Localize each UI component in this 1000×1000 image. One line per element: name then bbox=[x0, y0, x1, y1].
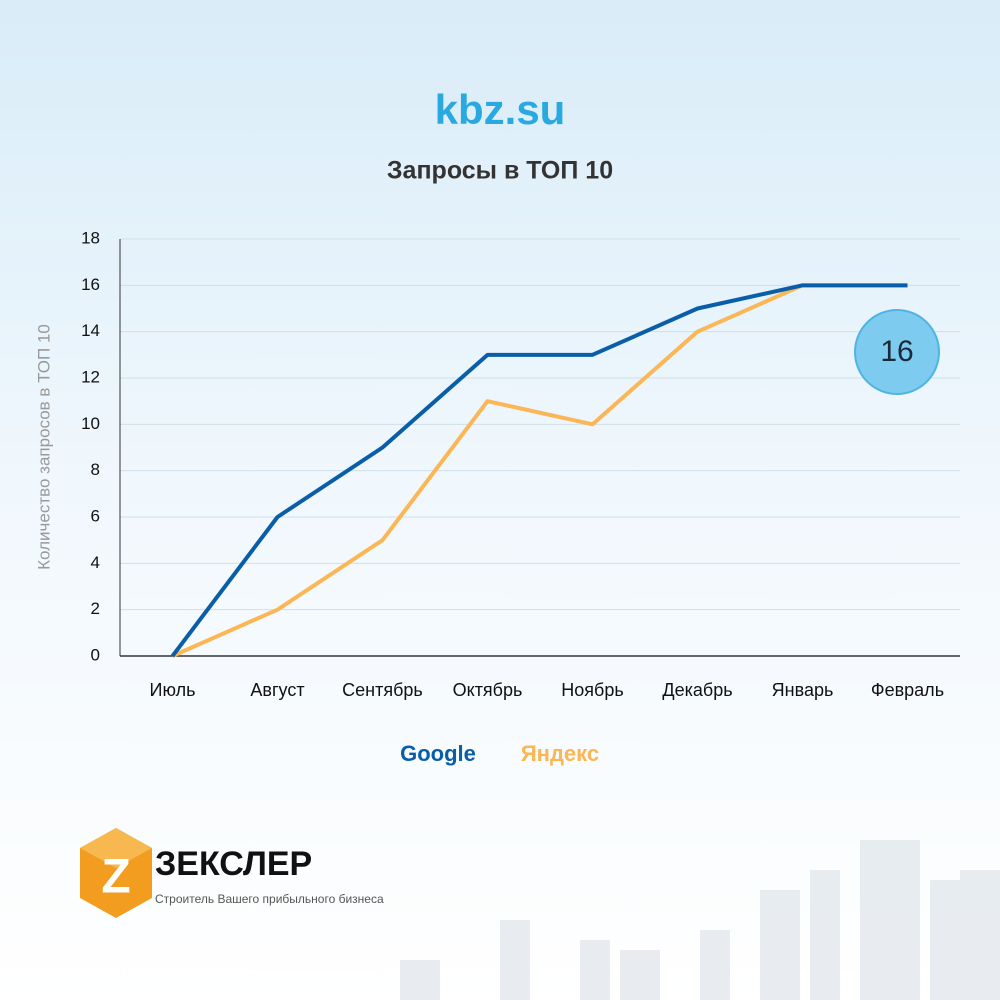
x-tick-label: Январь bbox=[772, 680, 834, 700]
chart-title: kbz.su bbox=[435, 86, 566, 133]
logo-name: ЗЕКСЛЕР bbox=[155, 845, 312, 883]
y-tick-label: 6 bbox=[91, 506, 100, 525]
series-line bbox=[170, 283, 908, 658]
annotation-bubble bbox=[854, 309, 940, 395]
logo-tagline: Строитель Вашего прибыльного бизнеса bbox=[155, 892, 384, 906]
x-tick-label: Февраль bbox=[871, 680, 944, 700]
annotation: 16 bbox=[880, 335, 913, 368]
y-tick-label: 16 bbox=[81, 275, 100, 294]
y-tick-label: 18 bbox=[81, 228, 100, 247]
logo: Z ЗЕКСЛЕР Строитель Вашего прибыльного б… bbox=[80, 828, 384, 918]
logo-letter: Z bbox=[101, 851, 130, 904]
y-tick-label: 0 bbox=[91, 645, 100, 664]
logo-hexagon-top bbox=[80, 828, 152, 868]
x-tick-label: Ноябрь bbox=[561, 680, 623, 700]
y-tick-label: 2 bbox=[91, 599, 100, 618]
y-tick-label: 4 bbox=[91, 553, 100, 572]
x-tick-label: Август bbox=[250, 680, 304, 700]
y-tick-label: 8 bbox=[91, 460, 100, 479]
legend-entry: Яндекс bbox=[521, 741, 599, 766]
series-line bbox=[171, 283, 908, 658]
x-tick-label: Октябрь bbox=[453, 680, 523, 700]
skyline bbox=[400, 840, 1000, 1000]
legend-entry: Google bbox=[400, 741, 476, 766]
y-tick-label: 10 bbox=[81, 414, 100, 433]
x-tick-label: Декабрь bbox=[662, 680, 732, 700]
chart-subtitle: Запросы в ТОП 10 bbox=[387, 157, 613, 185]
x-tick-label: Июль bbox=[150, 680, 196, 700]
x-tick-label: Сентябрь bbox=[342, 680, 423, 700]
y-tick-label: 12 bbox=[81, 367, 100, 386]
y-axis-label: Количество запросов в ТОП 10 bbox=[34, 324, 53, 570]
y-tick-label: 14 bbox=[81, 321, 100, 340]
